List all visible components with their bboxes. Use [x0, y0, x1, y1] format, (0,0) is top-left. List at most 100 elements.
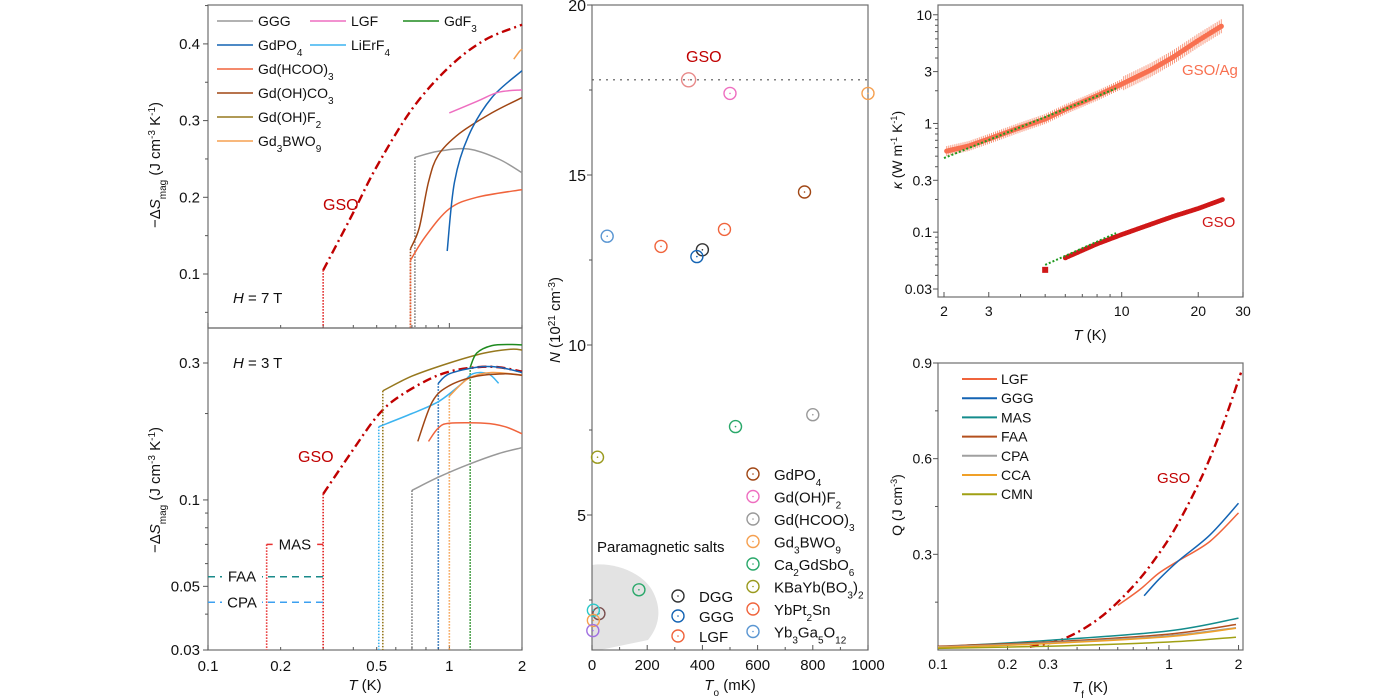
data-point-center — [696, 255, 698, 258]
data-point-center — [638, 589, 640, 591]
data-point — [797, 185, 812, 199]
y-axis-label-7t: −ΔSmag (J cm-3 K-1) — [147, 102, 169, 228]
legend-label: YbPt2Sn — [774, 602, 830, 624]
series-line-gso — [1029, 372, 1243, 648]
data-point-center — [592, 609, 595, 611]
legend-label: CPA — [1001, 448, 1029, 464]
data-point-center — [592, 619, 595, 622]
legend-marker — [746, 467, 760, 481]
legend-marker — [746, 557, 760, 571]
y-tick-label: 10 — [916, 7, 932, 23]
x-tick-label: 30 — [1235, 303, 1251, 319]
series-line-ggg — [1143, 502, 1240, 597]
data-point-gso-ag — [1218, 23, 1224, 29]
data-point-center — [687, 79, 690, 81]
x-tick-label: 0.2 — [998, 656, 1018, 672]
legend-label: MAS — [1001, 409, 1031, 425]
series-line-gdpo4 — [437, 365, 523, 384]
x-axis-label: T (K) — [348, 677, 381, 694]
y-tick-label: 0.1 — [179, 266, 200, 283]
series-line-gdohco3 — [417, 373, 523, 442]
y-tick-label: 3 — [924, 64, 932, 80]
series-line-gdohf2 — [382, 348, 523, 392]
y-axis-label: N (1021 cm-3) — [547, 277, 565, 363]
series-line-gdohco3 — [409, 96, 523, 249]
data-point — [600, 229, 614, 243]
legend-label: Gd(HCOO)3 — [258, 61, 334, 83]
data-point — [586, 623, 600, 638]
data-point — [632, 583, 646, 597]
data-point — [586, 603, 601, 617]
field-label-7t: H = 7 T — [233, 290, 282, 307]
legend-marker-center — [752, 585, 754, 588]
field-label-3t: H = 3 T — [233, 355, 282, 372]
series-line-lgf — [449, 89, 523, 114]
legend-marker-center — [752, 518, 754, 520]
series-line-gso — [322, 23, 523, 271]
gso-label: GSO — [1157, 470, 1190, 487]
data-point — [680, 72, 697, 88]
legend-marker — [746, 579, 760, 594]
fit-line — [943, 87, 1117, 160]
y-axis-label-3t: −ΔSmag (J cm-3 K-1) — [147, 427, 169, 553]
y-tick-label: 5 — [577, 508, 586, 525]
legend-marker-center — [677, 635, 679, 637]
y-tick-label: 0.4 — [179, 36, 200, 53]
data-point-center — [723, 228, 726, 231]
legend-label: DGG — [699, 589, 733, 606]
y-tick-label: 0.03 — [171, 642, 200, 659]
legend-marker — [746, 512, 760, 526]
series-line-cca — [937, 627, 1237, 649]
gso-label: GSO — [686, 49, 722, 66]
x-tick-label: 400 — [690, 657, 715, 674]
legend-marker — [746, 534, 760, 549]
x-tick-label: 0.5 — [366, 658, 387, 675]
data-point-center — [734, 425, 737, 428]
legend-marker — [746, 489, 760, 504]
legend-marker-center — [752, 563, 754, 565]
legend-label: LiErF4 — [351, 37, 390, 59]
y-tick-label: 10 — [568, 338, 586, 355]
legend-label: Yb3Ga5O12 — [774, 625, 847, 647]
legend-label: FAA — [1001, 429, 1028, 445]
gso-ag-label: GSO/Ag — [1182, 62, 1238, 79]
y-tick-label: 1 — [924, 115, 932, 131]
legend-marker — [671, 609, 685, 623]
data-point-center — [729, 92, 731, 95]
legend-label: KBaYb(BO3)2 — [774, 580, 864, 602]
legend-label: GdF3 — [444, 13, 477, 35]
series-line-ggg — [411, 446, 523, 491]
panel-cooling-capacity: 0.3 0.6 0.9 0.1 0.2 0.3 1 2 Tf (K) Q (J cm-3) GSO L… — [889, 355, 1244, 700]
legend-label: Gd(HCOO)3 — [774, 512, 855, 534]
x-tick-label: 1 — [445, 658, 453, 675]
legend-label: Gd3BWO9 — [258, 133, 322, 155]
data-point — [717, 222, 732, 237]
legend-label: GGG — [699, 609, 734, 626]
series-line-gdpo4 — [446, 70, 523, 252]
x-tick-label: 200 — [635, 657, 660, 674]
legend-label: LGF — [1001, 371, 1028, 387]
data-point-center — [867, 92, 869, 95]
legend-marker — [671, 589, 685, 603]
legend-label: LGF — [699, 629, 728, 646]
series-line-gso — [322, 365, 523, 495]
plot-frame-kappa — [937, 4, 1244, 298]
data-point-center — [803, 191, 806, 193]
x-tick-label: 1 — [1165, 656, 1173, 672]
legend-label: GGG — [258, 13, 291, 29]
data-point-center — [660, 245, 662, 248]
x-tick-label: 800 — [800, 657, 825, 674]
y-tick-label: 20 — [568, 0, 586, 15]
y-tick-label: 0.3 — [913, 172, 933, 188]
data-point — [861, 86, 875, 101]
x-tick-label: 2 — [940, 303, 948, 319]
x-tick-label: 0 — [588, 657, 596, 674]
legend-marker-center — [752, 473, 754, 475]
x-tick-label: 10 — [1114, 303, 1130, 319]
gso-label: GSO — [1202, 214, 1235, 231]
gso-label: GSO — [323, 197, 359, 214]
legend-marker-center — [752, 540, 754, 543]
y-tick-label: 0.1 — [913, 224, 933, 240]
x-tick-label: 20 — [1190, 303, 1206, 319]
x-axis-label: To (mK) — [704, 677, 755, 699]
